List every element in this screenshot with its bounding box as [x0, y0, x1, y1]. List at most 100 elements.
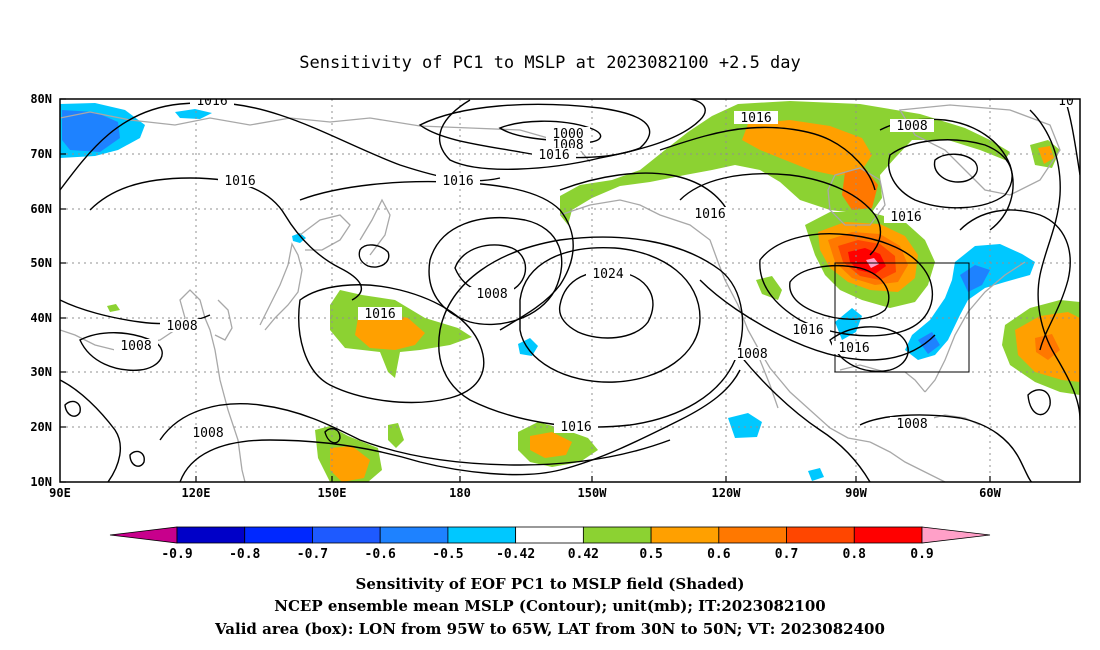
- coastline-asia: [60, 111, 591, 163]
- lat-label-30n: 30N: [30, 365, 52, 379]
- colorbar-label: -0.8: [229, 547, 260, 562]
- colorbar-label: 0.8: [843, 547, 867, 562]
- contour-label: 1008: [166, 319, 197, 334]
- contour-1016-pacific-south: [298, 284, 485, 404]
- contour-1016-north: [60, 101, 501, 191]
- coastline-japan: [259, 242, 303, 331]
- contour-1008-atlantic: [959, 209, 1071, 351]
- shade-orange-north-atlantic: [1038, 146, 1054, 164]
- shade-blue-gulf: [835, 308, 862, 340]
- contour-1016-aleutian: [428, 217, 563, 326]
- colorbar-swatch: [312, 526, 381, 544]
- shade-orange-central: [530, 432, 572, 458]
- colorbar-label: -0.6: [365, 547, 396, 562]
- colorbar-label: 0.7: [775, 547, 798, 562]
- lon-label-120e: 120E: [182, 486, 211, 500]
- shade-green-small-1: [388, 423, 404, 448]
- contour-1016-atlantic: [1029, 109, 1080, 421]
- contour-1008-asia-2: [79, 332, 163, 371]
- contour-1008-na-south: [739, 354, 871, 482]
- contour-label: 1016: [792, 323, 823, 338]
- lat-label-70n: 70N: [30, 147, 52, 161]
- colorbar-low-triangle: [109, 526, 178, 544]
- lon-label-120w: 120W: [712, 486, 742, 500]
- caption-line-3: Valid area (box): LON from 95W to 65W, L…: [214, 620, 885, 638]
- latitude-labels: 80N 70N 60N 50N 40N 30N 20N 10N: [30, 92, 52, 489]
- shade-blue-small-1: [175, 109, 212, 119]
- caption-line-2: NCEP ensemble mean MSLP (Contour); unit(…: [274, 597, 825, 615]
- contour-label: 1016: [694, 207, 725, 222]
- colorbar-swatch: [515, 526, 584, 544]
- contour-1016-gulf: [829, 326, 909, 372]
- colorbar-label: -0.9: [161, 547, 192, 562]
- shade-orange-pacific-west: [355, 312, 425, 350]
- lat-label-50n: 50N: [30, 256, 52, 270]
- lon-label-150e: 150E: [318, 486, 347, 500]
- contour-small-3: [324, 427, 341, 444]
- contour-1016-asia: [89, 177, 363, 301]
- contour-label: 1008: [896, 119, 927, 134]
- contour-1016-high: [519, 246, 701, 383]
- contour-1016-greenland: [933, 153, 978, 183]
- colorbar-label: 0.5: [639, 547, 662, 562]
- lat-label-60n: 60N: [30, 202, 52, 216]
- longitude-labels: 90E 120E 150E 180 150W 120W 90W 60W: [49, 486, 1001, 500]
- contour-label: 1016: [364, 307, 395, 322]
- shade-blue-east: [905, 244, 1035, 360]
- contour-1008-caribbean: [859, 414, 1033, 482]
- contour-label: 1016: [196, 94, 227, 109]
- coastline-central-america: [869, 441, 946, 482]
- contour-label: 1016: [442, 174, 473, 189]
- contour-atlantic-small: [1027, 389, 1051, 416]
- contour-labels: 1016 1000 1008 1016 1016 1016 1008 1016 …: [114, 94, 1080, 441]
- coastline-alaska: [559, 199, 726, 281]
- colorbar-swatch: [176, 526, 246, 544]
- contour-hudson-inner: [789, 265, 890, 320]
- contour-small-1: [64, 400, 81, 417]
- colorbar-swatches: [176, 526, 923, 544]
- coastline-mexico-west: [759, 359, 779, 409]
- shade-blue-small-3: [518, 338, 538, 356]
- colorbar-label: -0.42: [496, 547, 535, 562]
- lon-label-90e: 90E: [49, 486, 71, 500]
- contour-1008-asia-3: [60, 379, 122, 482]
- lon-label-150w: 150W: [578, 486, 608, 500]
- shade-green-small-2: [107, 304, 120, 312]
- contour-label: 1008: [896, 417, 927, 432]
- coastline-na-east: [924, 261, 1026, 393]
- contour-label: 10: [1058, 94, 1074, 109]
- colorbar-label: -0.5: [432, 547, 463, 562]
- colorbar-label: 0.9: [910, 547, 933, 562]
- lon-label-180: 180: [449, 486, 471, 500]
- shade-blue-east-core: [960, 265, 990, 292]
- mslp-contours: [60, 99, 1080, 482]
- contour-label: 1008: [476, 287, 507, 302]
- contour-label: 1016: [838, 341, 869, 356]
- lat-label-80n: 80N: [30, 92, 52, 106]
- caption-line-1: Sensitivity of EOF PC1 to MSLP field (Sh…: [356, 575, 745, 593]
- contour-small-4: [358, 244, 390, 268]
- contour-1016-arctic: [439, 99, 706, 170]
- contour-label: 1016: [890, 210, 921, 225]
- shade-blue-small-5: [808, 468, 824, 481]
- colorbar-swatch: [853, 526, 923, 544]
- contour-1016-na-south: [699, 279, 936, 361]
- contour-1016-na: [679, 173, 882, 256]
- colorbar-high-triangle: [921, 526, 991, 544]
- contour-1000-low: [498, 120, 602, 144]
- shade-blue-east-core-2: [918, 332, 940, 354]
- shade-orange-southwest: [330, 446, 370, 482]
- map-panel: 1016 1000 1008 1016 1016 1016 1008 1016 …: [30, 92, 1081, 500]
- colorbar-label: 0.6: [707, 547, 731, 562]
- shade-blue-small-2: [292, 233, 306, 243]
- colorbar-labels: -0.9 -0.8 -0.7 -0.6 -0.5 -0.42 0.42 0.5 …: [161, 547, 933, 562]
- contour-1008-arctic: [418, 103, 651, 159]
- lat-label-40n: 40N: [30, 311, 52, 325]
- contour-label: 1016: [538, 148, 569, 163]
- contour-mid-1: [559, 172, 731, 216]
- colorbar-swatch: [379, 526, 449, 544]
- map-frame: [59, 98, 1081, 483]
- valid-area-box: [834, 262, 970, 373]
- lat-label-10n: 10N: [30, 475, 52, 489]
